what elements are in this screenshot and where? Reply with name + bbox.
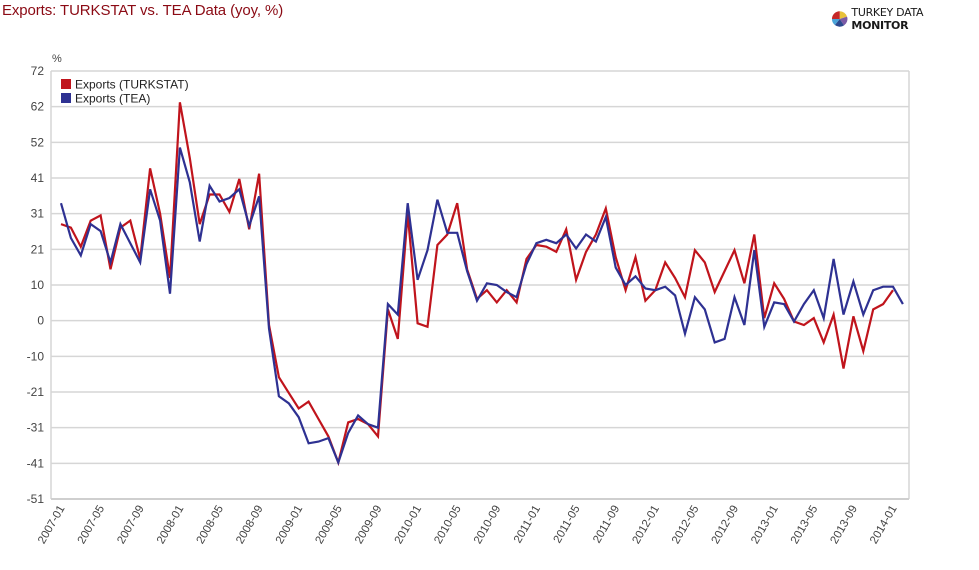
x-tick-label: 2008-05 bbox=[195, 504, 227, 547]
x-tick-label: 2012-09 bbox=[710, 504, 742, 547]
y-tick-label: 41 bbox=[31, 171, 45, 185]
x-tick-label: 2012-01 bbox=[630, 504, 662, 547]
series-line-tea bbox=[59, 147, 904, 466]
legend-swatch bbox=[61, 93, 71, 103]
x-tick-label: 2011-05 bbox=[552, 504, 583, 546]
pie-chart-logo-icon bbox=[831, 11, 848, 27]
y-tick-label: 31 bbox=[31, 207, 45, 221]
x-tick-label: 2009-01 bbox=[274, 504, 306, 547]
x-tick-label: 2011-01 bbox=[512, 504, 543, 546]
y-tick-label: -41 bbox=[27, 456, 45, 470]
legend-label: Exports (TURKSTAT) bbox=[75, 78, 189, 92]
x-tick-label: 2008-01 bbox=[155, 504, 187, 547]
x-tick-label: 2007-01 bbox=[36, 504, 68, 547]
y-tick-label: 0 bbox=[37, 314, 44, 328]
legend-label: Exports (TEA) bbox=[75, 92, 150, 106]
x-tick-label: 2010-09 bbox=[472, 504, 504, 547]
x-tick-label: 2011-09 bbox=[591, 504, 622, 546]
series-lines bbox=[59, 102, 904, 467]
x-tick-label: 2010-01 bbox=[393, 504, 425, 547]
y-tick-label: -51 bbox=[27, 492, 45, 506]
x-tick-label: 2009-05 bbox=[313, 504, 345, 547]
y-axis: 72 62 52 41 31 21 10 0 -10 -21 -31 -41 -51% bbox=[27, 53, 62, 506]
chart-title: Exports: TURKSTAT vs. TEA Data (yoy, %) bbox=[2, 2, 284, 19]
x-tick-label: 2013-09 bbox=[828, 504, 860, 547]
series-line-turkstat bbox=[60, 102, 894, 467]
x-tick-label: 2007-05 bbox=[76, 504, 108, 547]
legend-swatch bbox=[61, 79, 71, 89]
y-axis-unit: % bbox=[52, 53, 62, 65]
y-tick-label: -10 bbox=[27, 349, 45, 363]
y-tick-label: 21 bbox=[31, 242, 45, 256]
legend: Exports (TURKSTAT)Exports (TEA) bbox=[61, 78, 189, 106]
y-tick-label: 10 bbox=[31, 278, 45, 292]
x-tick-label: 2010-05 bbox=[432, 504, 464, 547]
brand-name: TURKEY DATA MONITOR bbox=[851, 6, 979, 32]
x-tick-label: 2012-05 bbox=[670, 504, 702, 547]
x-tick-label: 2009-09 bbox=[353, 504, 385, 547]
x-tick-label: 2013-05 bbox=[789, 504, 821, 547]
y-tick-label: 72 bbox=[31, 64, 45, 78]
gridlines bbox=[50, 70, 910, 500]
brand-name-part: TURKEY DATA bbox=[851, 6, 924, 19]
y-tick-label: 52 bbox=[31, 135, 45, 149]
brand-name-strong: MONITOR bbox=[851, 19, 909, 32]
x-tick-label: 2007-09 bbox=[115, 504, 147, 547]
y-tick-label: -21 bbox=[27, 385, 45, 399]
brand-logo: TURKEY DATA MONITOR bbox=[831, 6, 979, 32]
y-tick-label: -31 bbox=[27, 421, 45, 435]
y-tick-label: 62 bbox=[31, 100, 45, 114]
x-axis: 2007-01 2007-05 2007-09 2008-01 2008-05 2008-… bbox=[36, 504, 900, 547]
x-tick-label: 2014-01 bbox=[868, 504, 900, 547]
x-tick-label: 2013-01 bbox=[749, 504, 781, 547]
x-tick-label: 2008-09 bbox=[234, 504, 266, 547]
